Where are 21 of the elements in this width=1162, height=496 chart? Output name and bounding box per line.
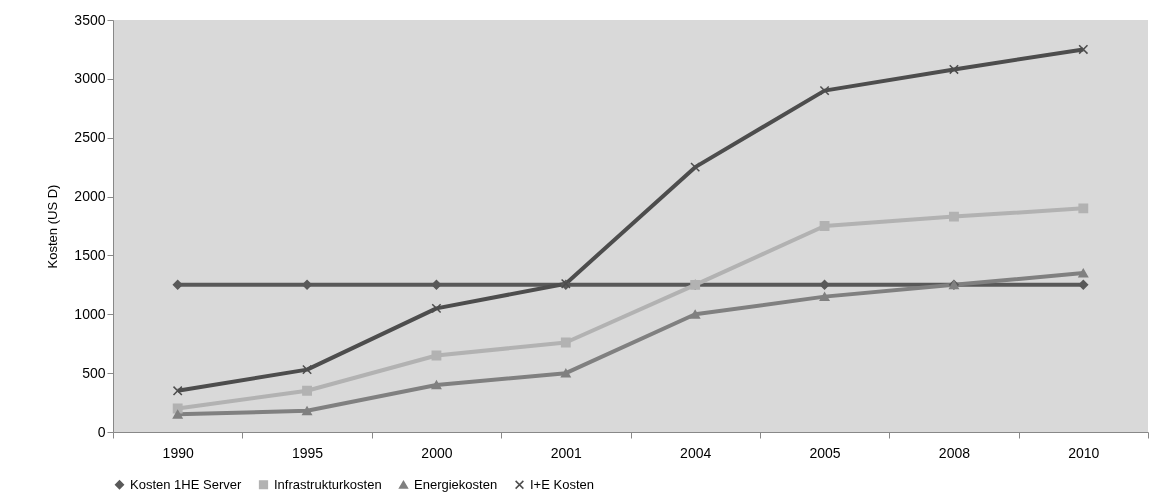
x-tick-label: 2001 (550, 444, 583, 461)
legend-label: Infrastrukturkosten (274, 476, 382, 492)
x-tick-label: 2008 (938, 444, 971, 461)
y-tick-label: 3000 (74, 70, 106, 87)
legend-label: I+E Kosten (530, 476, 594, 492)
x-tick-label: 1990 (162, 444, 194, 461)
legend-label: Kosten 1HE Server (130, 476, 242, 492)
x-tick-label: 2004 (680, 444, 712, 461)
y-tick-label: 500 (82, 364, 106, 381)
y-tick-label: 1000 (74, 305, 106, 322)
legend-label: Energiekosten (414, 476, 498, 492)
x-tick-label: 2010 (1068, 444, 1100, 461)
y-axis-title: Kosten (US D) (45, 184, 61, 269)
x-tick-label: 2005 (809, 444, 841, 461)
y-tick-label: 3500 (74, 11, 106, 28)
y-tick-label: 2000 (74, 188, 106, 205)
x-tick-label: 1995 (291, 444, 324, 461)
y-tick-label: 0 (97, 423, 106, 440)
x-tick-label: 2000 (421, 444, 453, 461)
y-tick-label: 1500 (74, 246, 106, 263)
y-tick-label: 2500 (74, 129, 106, 146)
